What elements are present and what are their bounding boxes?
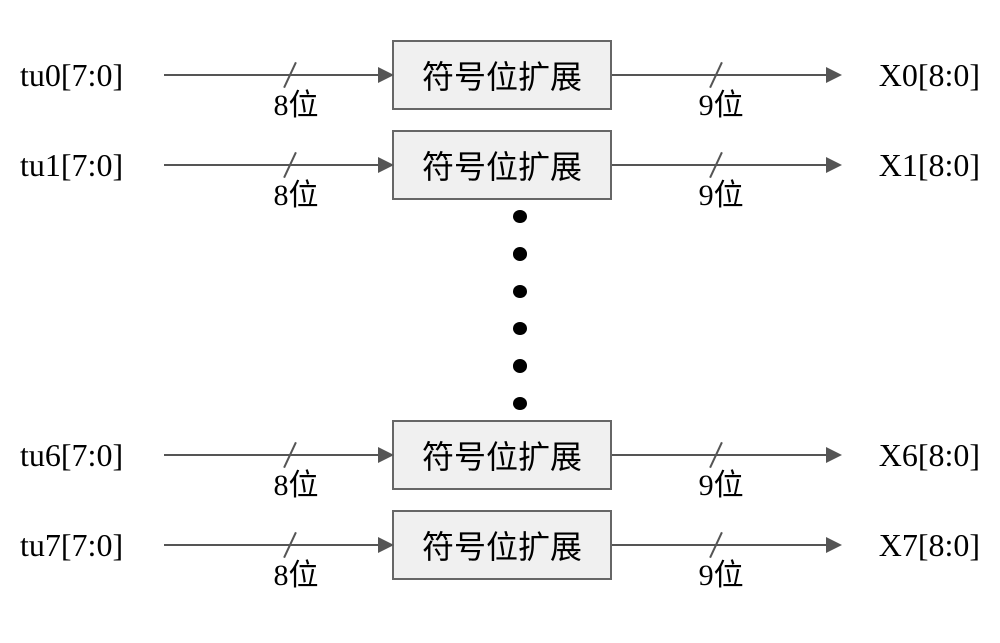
input-wire: 8位 (164, 74, 392, 76)
dot-icon (513, 397, 527, 410)
signal-row: tu1[7:0] 8位 符号位扩展 9位 X1[8:0] (20, 120, 980, 210)
output-signal-label: X1[8:0] (850, 147, 980, 184)
input-wire: 8位 (164, 164, 392, 166)
output-wire: 9位 (612, 454, 840, 456)
bus-width-label: 9位 (699, 80, 744, 124)
bus-width-label: 8位 (273, 170, 318, 214)
sign-extend-box: 符号位扩展 (392, 40, 612, 110)
bus-width-label: 9位 (699, 550, 744, 594)
dot-icon (513, 322, 527, 335)
input-signal-label: tu7[7:0] (20, 527, 160, 564)
signal-row: tu7[7:0] 8位 符号位扩展 9位 X7[8:0] (20, 500, 980, 590)
output-wire: 9位 (612, 74, 840, 76)
ellipsis-dots (490, 210, 550, 410)
output-signal-label: X7[8:0] (850, 527, 980, 564)
sign-extend-box: 符号位扩展 (392, 510, 612, 580)
dot-icon (513, 210, 527, 223)
output-wire: 9位 (612, 544, 840, 546)
arrowhead-icon (826, 537, 842, 553)
arrowhead-icon (826, 67, 842, 83)
arrowhead-icon (826, 447, 842, 463)
bus-width-label: 8位 (273, 460, 318, 504)
arrowhead-icon (378, 447, 394, 463)
input-wire: 8位 (164, 454, 392, 456)
output-wire: 9位 (612, 164, 840, 166)
bus-width-label: 8位 (273, 550, 318, 594)
output-signal-label: X0[8:0] (850, 57, 980, 94)
dot-icon (513, 359, 527, 372)
input-wire: 8位 (164, 544, 392, 546)
bus-width-label: 9位 (699, 460, 744, 504)
dot-icon (513, 247, 527, 260)
input-signal-label: tu1[7:0] (20, 147, 160, 184)
sign-extension-diagram: tu0[7:0] 8位 符号位扩展 9位 X0[8:0] tu1[7:0] 8位… (0, 0, 1000, 643)
bus-width-label: 9位 (699, 170, 744, 214)
arrowhead-icon (378, 67, 394, 83)
arrowhead-icon (378, 157, 394, 173)
dot-icon (513, 285, 527, 298)
input-signal-label: tu6[7:0] (20, 437, 160, 474)
arrowhead-icon (826, 157, 842, 173)
arrowhead-icon (378, 537, 394, 553)
bus-width-label: 8位 (273, 80, 318, 124)
output-signal-label: X6[8:0] (850, 437, 980, 474)
signal-row: tu6[7:0] 8位 符号位扩展 9位 X6[8:0] (20, 410, 980, 500)
sign-extend-box: 符号位扩展 (392, 130, 612, 200)
input-signal-label: tu0[7:0] (20, 57, 160, 94)
sign-extend-box: 符号位扩展 (392, 420, 612, 490)
signal-row: tu0[7:0] 8位 符号位扩展 9位 X0[8:0] (20, 30, 980, 120)
